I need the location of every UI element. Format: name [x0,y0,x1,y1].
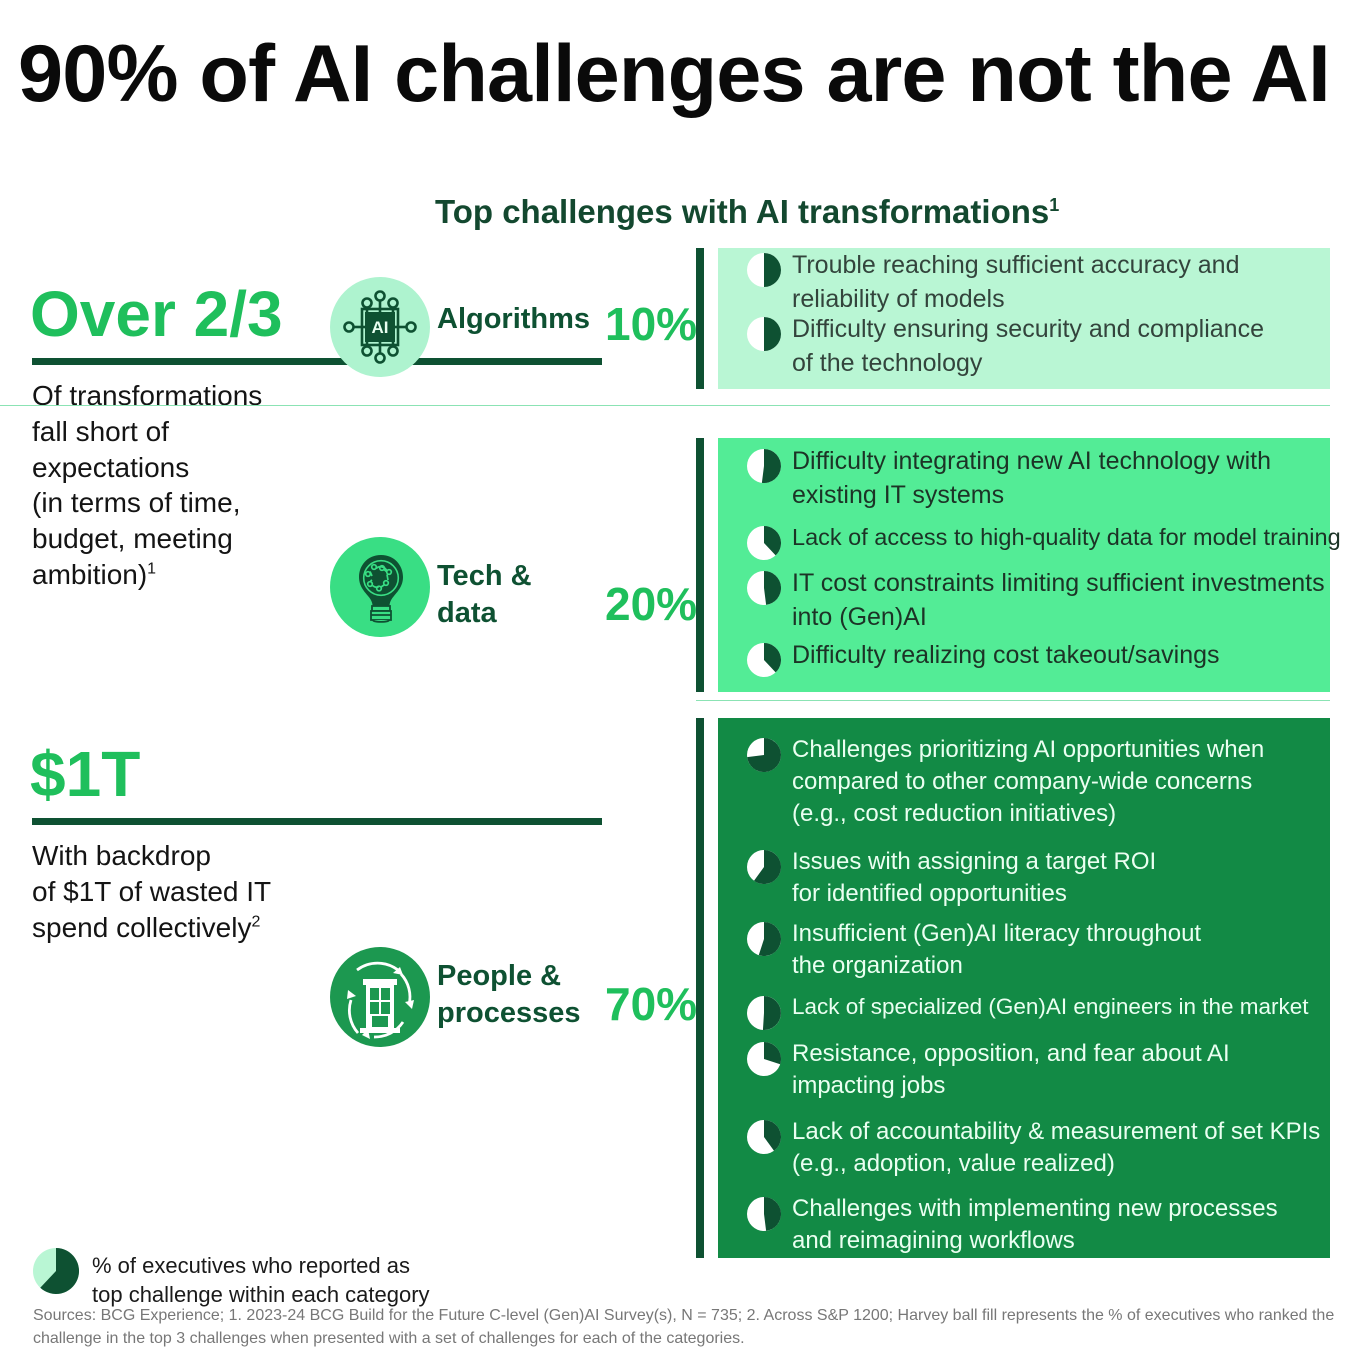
svg-text:AI: AI [372,318,389,337]
